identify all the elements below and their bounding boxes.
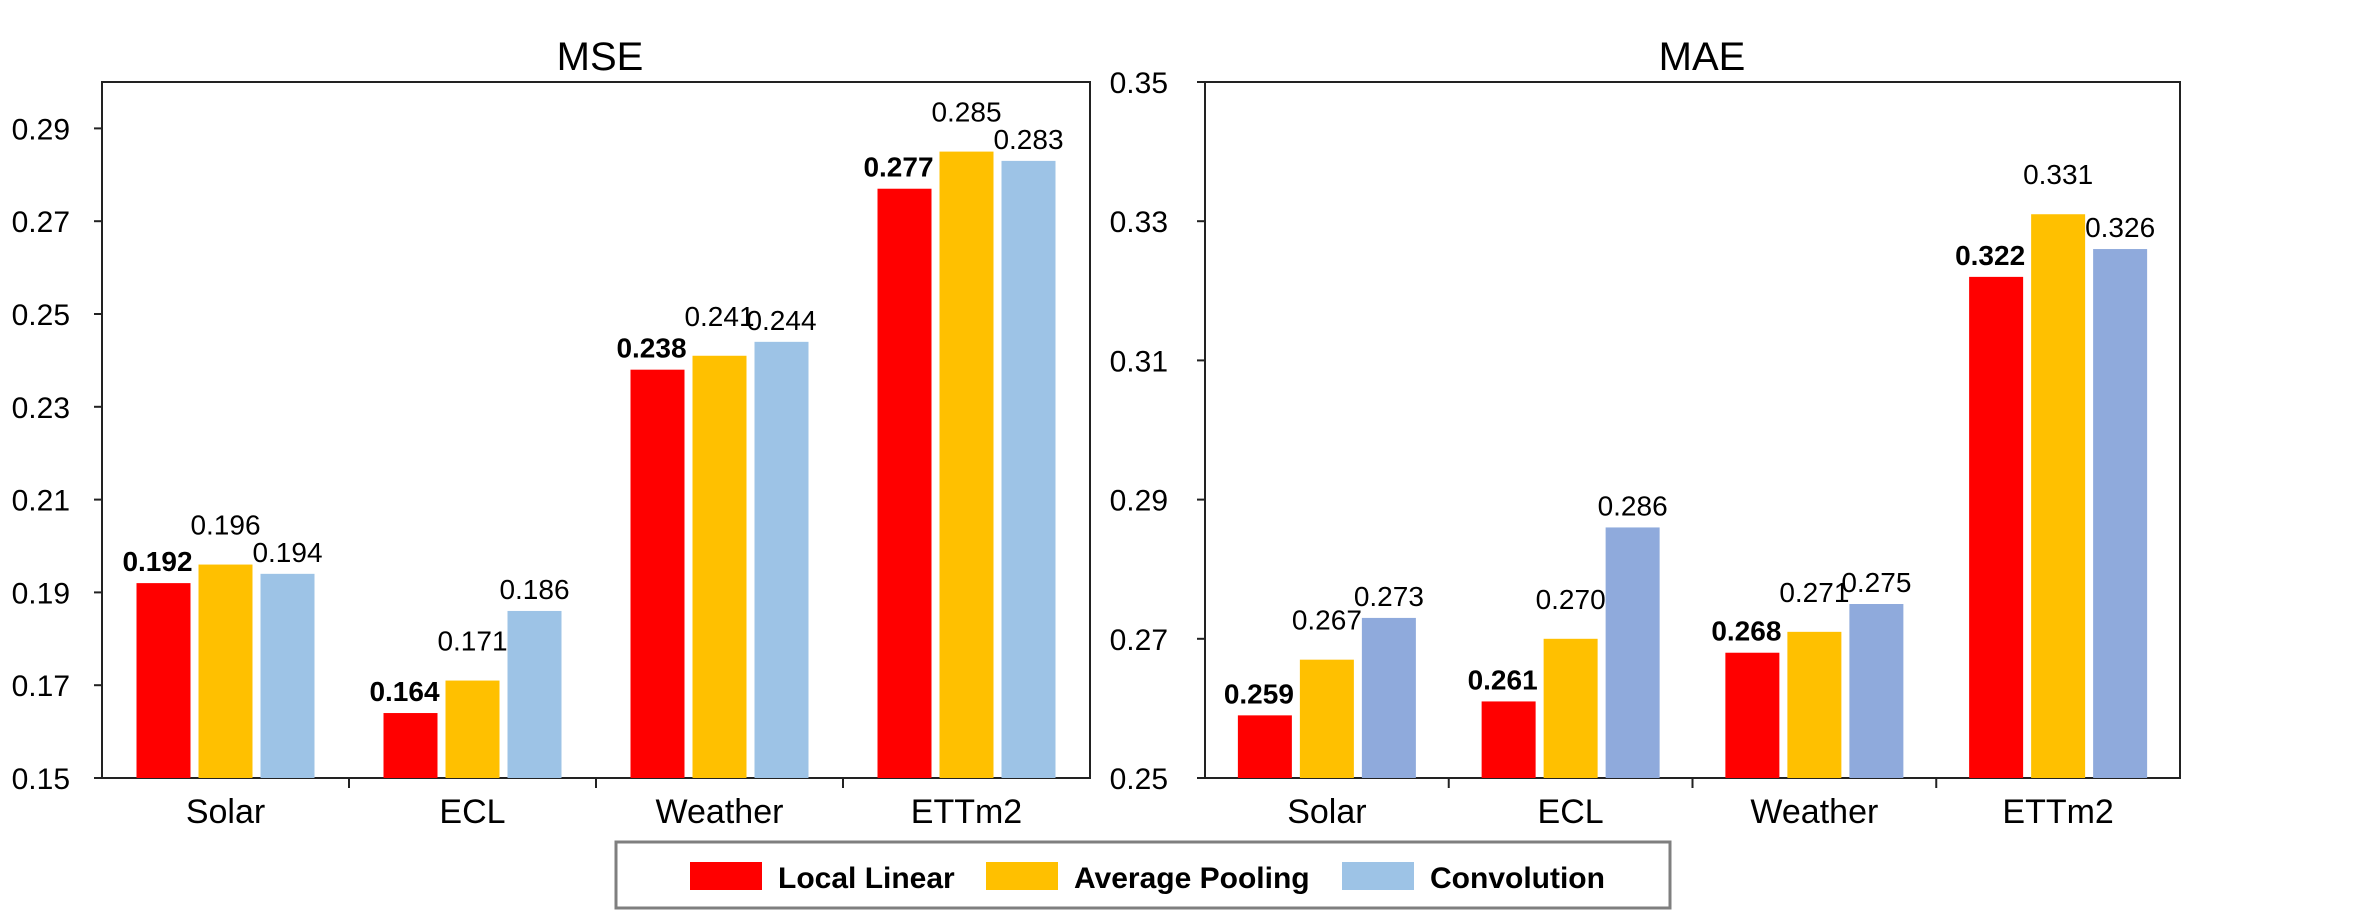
bar-average-pooling: [1543, 638, 1598, 778]
x-tick-label: Solar: [186, 793, 265, 831]
bar-local-linear: [877, 188, 932, 779]
chart-panel-mse: MSE 0.15 0.17 0.19 0.21 0.23 0.25 0.27 0.29 Solar…: [12, 35, 1091, 831]
bar-average-pooling: [1787, 631, 1842, 778]
data-label: 0.192: [122, 546, 192, 577]
y-tick-label: 0.27: [12, 206, 70, 239]
bar-average-pooling: [692, 355, 747, 778]
bar-convolution: [2093, 249, 2148, 779]
data-label: 0.275: [1841, 567, 1911, 598]
bar-convolution: [507, 610, 562, 778]
data-label: 0.271: [1779, 577, 1849, 608]
bar-convolution: [1605, 527, 1660, 778]
y-tick-label: 0.21: [12, 485, 70, 518]
y-tick-label: 0.17: [12, 670, 70, 703]
legend-swatch-local-linear: [690, 862, 762, 890]
data-label: 0.164: [369, 676, 439, 707]
bar-local-linear: [1237, 715, 1292, 778]
data-label: 0.270: [1536, 584, 1606, 615]
data-label: 0.259: [1224, 678, 1294, 709]
bar-local-linear: [630, 369, 685, 778]
data-label: 0.286: [1598, 490, 1668, 521]
data-label: 0.285: [931, 97, 1001, 128]
bar-average-pooling: [198, 564, 253, 778]
x-tick-label: ECL: [439, 793, 505, 831]
y-tick-label: 0.23: [12, 392, 70, 425]
chart-panel-mae: MAE 0.25 0.27 0.29 0.31 0.33 0.35 Solar 0.259 0.2…: [1110, 35, 2181, 831]
bar-average-pooling: [939, 151, 994, 779]
y-tick-label: 0.35: [1110, 67, 1168, 100]
x-tick-label: Weather: [656, 793, 784, 831]
bar-local-linear: [136, 583, 191, 778]
x-tick-label: ECL: [1538, 793, 1604, 831]
legend-swatch-convolution: [1342, 862, 1414, 890]
data-label: 0.244: [746, 305, 816, 336]
chart-title: MAE: [1659, 35, 1746, 79]
legend: Local Linear Average Pooling Convolution: [614, 840, 1672, 910]
data-label: 0.186: [499, 574, 569, 605]
y-tick-label: 0.15: [12, 763, 70, 796]
data-label: 0.322: [1955, 240, 2025, 271]
data-label: 0.171: [437, 626, 507, 657]
y-tick-label: 0.19: [12, 577, 70, 610]
data-label: 0.277: [863, 152, 933, 183]
x-tick-label: Weather: [1750, 793, 1878, 831]
legend-label-convolution: Convolution: [1430, 862, 1605, 895]
data-label: 0.283: [993, 124, 1063, 155]
data-label: 0.326: [2085, 212, 2155, 243]
bar-local-linear: [383, 713, 438, 778]
y-tick-label: 0.29: [12, 113, 70, 146]
chart-panels: MSE 0.15 0.17 0.19 0.21 0.23 0.25 0.27 0.29 Solar…: [12, 35, 2181, 831]
bar-average-pooling: [445, 680, 500, 778]
legend-swatch-average-pooling: [986, 862, 1058, 890]
bar-convolution: [1849, 604, 1904, 778]
data-label: 0.194: [252, 537, 322, 568]
y-tick-label: 0.25: [12, 299, 70, 332]
y-tick-label: 0.29: [1110, 485, 1168, 518]
data-label: 0.273: [1354, 581, 1424, 612]
data-label: 0.331: [2023, 159, 2093, 190]
bar-convolution: [1001, 160, 1056, 778]
legend-label-average-pooling: Average Pooling: [1074, 862, 1310, 895]
data-label: 0.238: [616, 333, 686, 364]
bar-local-linear: [1969, 276, 2024, 778]
y-tick-label: 0.33: [1110, 206, 1168, 239]
bar-local-linear: [1481, 701, 1536, 778]
chart-title: MSE: [557, 35, 644, 79]
x-tick-label: ETTm2: [2002, 793, 2113, 831]
bar-average-pooling: [2031, 214, 2086, 779]
bar-convolution: [1361, 617, 1416, 778]
data-label: 0.268: [1711, 616, 1781, 647]
bar-average-pooling: [1299, 659, 1354, 778]
y-tick-label: 0.27: [1110, 624, 1168, 657]
bar-local-linear: [1725, 652, 1780, 778]
x-tick-label: Solar: [1287, 793, 1366, 831]
data-label: 0.261: [1468, 664, 1538, 695]
x-tick-label: ETTm2: [911, 793, 1022, 831]
bar-convolution: [754, 341, 809, 778]
legend-frame: [614, 840, 1672, 910]
legend-label-local-linear: Local Linear: [778, 862, 955, 895]
bar-convolution: [260, 573, 315, 778]
y-tick-label: 0.31: [1110, 345, 1168, 378]
y-tick-label: 0.25: [1110, 763, 1168, 796]
data-label: 0.196: [190, 510, 260, 541]
data-label: 0.267: [1292, 605, 1362, 636]
data-label: 0.241: [684, 301, 754, 332]
